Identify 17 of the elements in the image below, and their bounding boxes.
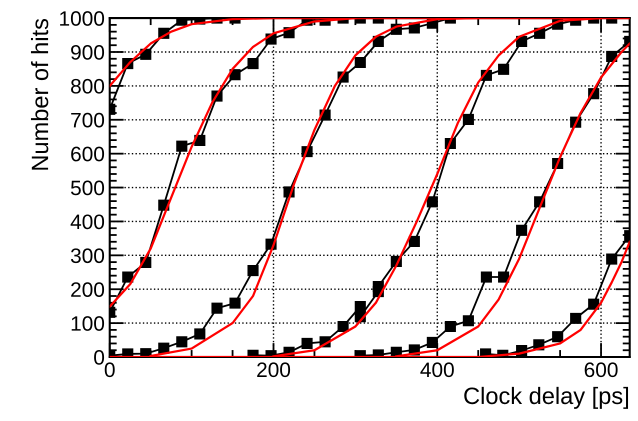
y-tick-label: 200 — [71, 282, 104, 297]
y-tick-label: 700 — [71, 112, 104, 128]
y-tick-label: 300 — [70, 248, 104, 264]
x-tick-label: 400 — [420, 362, 454, 378]
x-axis-title: Clock delay [ps] — [464, 386, 628, 409]
y-tick-label: 500 — [70, 180, 104, 196]
y-tick-label: 0 — [94, 350, 104, 365]
y-tick-label: 400 — [70, 214, 104, 230]
y-tick-label: 600 — [71, 146, 104, 162]
x-tick-label: 600 — [584, 362, 618, 378]
x-tick-label: 200 — [257, 362, 290, 378]
y-tick-label: 100 — [72, 316, 104, 331]
y-tick-label: 1000 — [60, 11, 104, 26]
x-tick-label: 0 — [104, 362, 115, 378]
y-axis-title: Number of hits — [30, 18, 48, 170]
y-tick-label: 900 — [71, 44, 104, 60]
y-tick-label: 800 — [71, 78, 104, 94]
